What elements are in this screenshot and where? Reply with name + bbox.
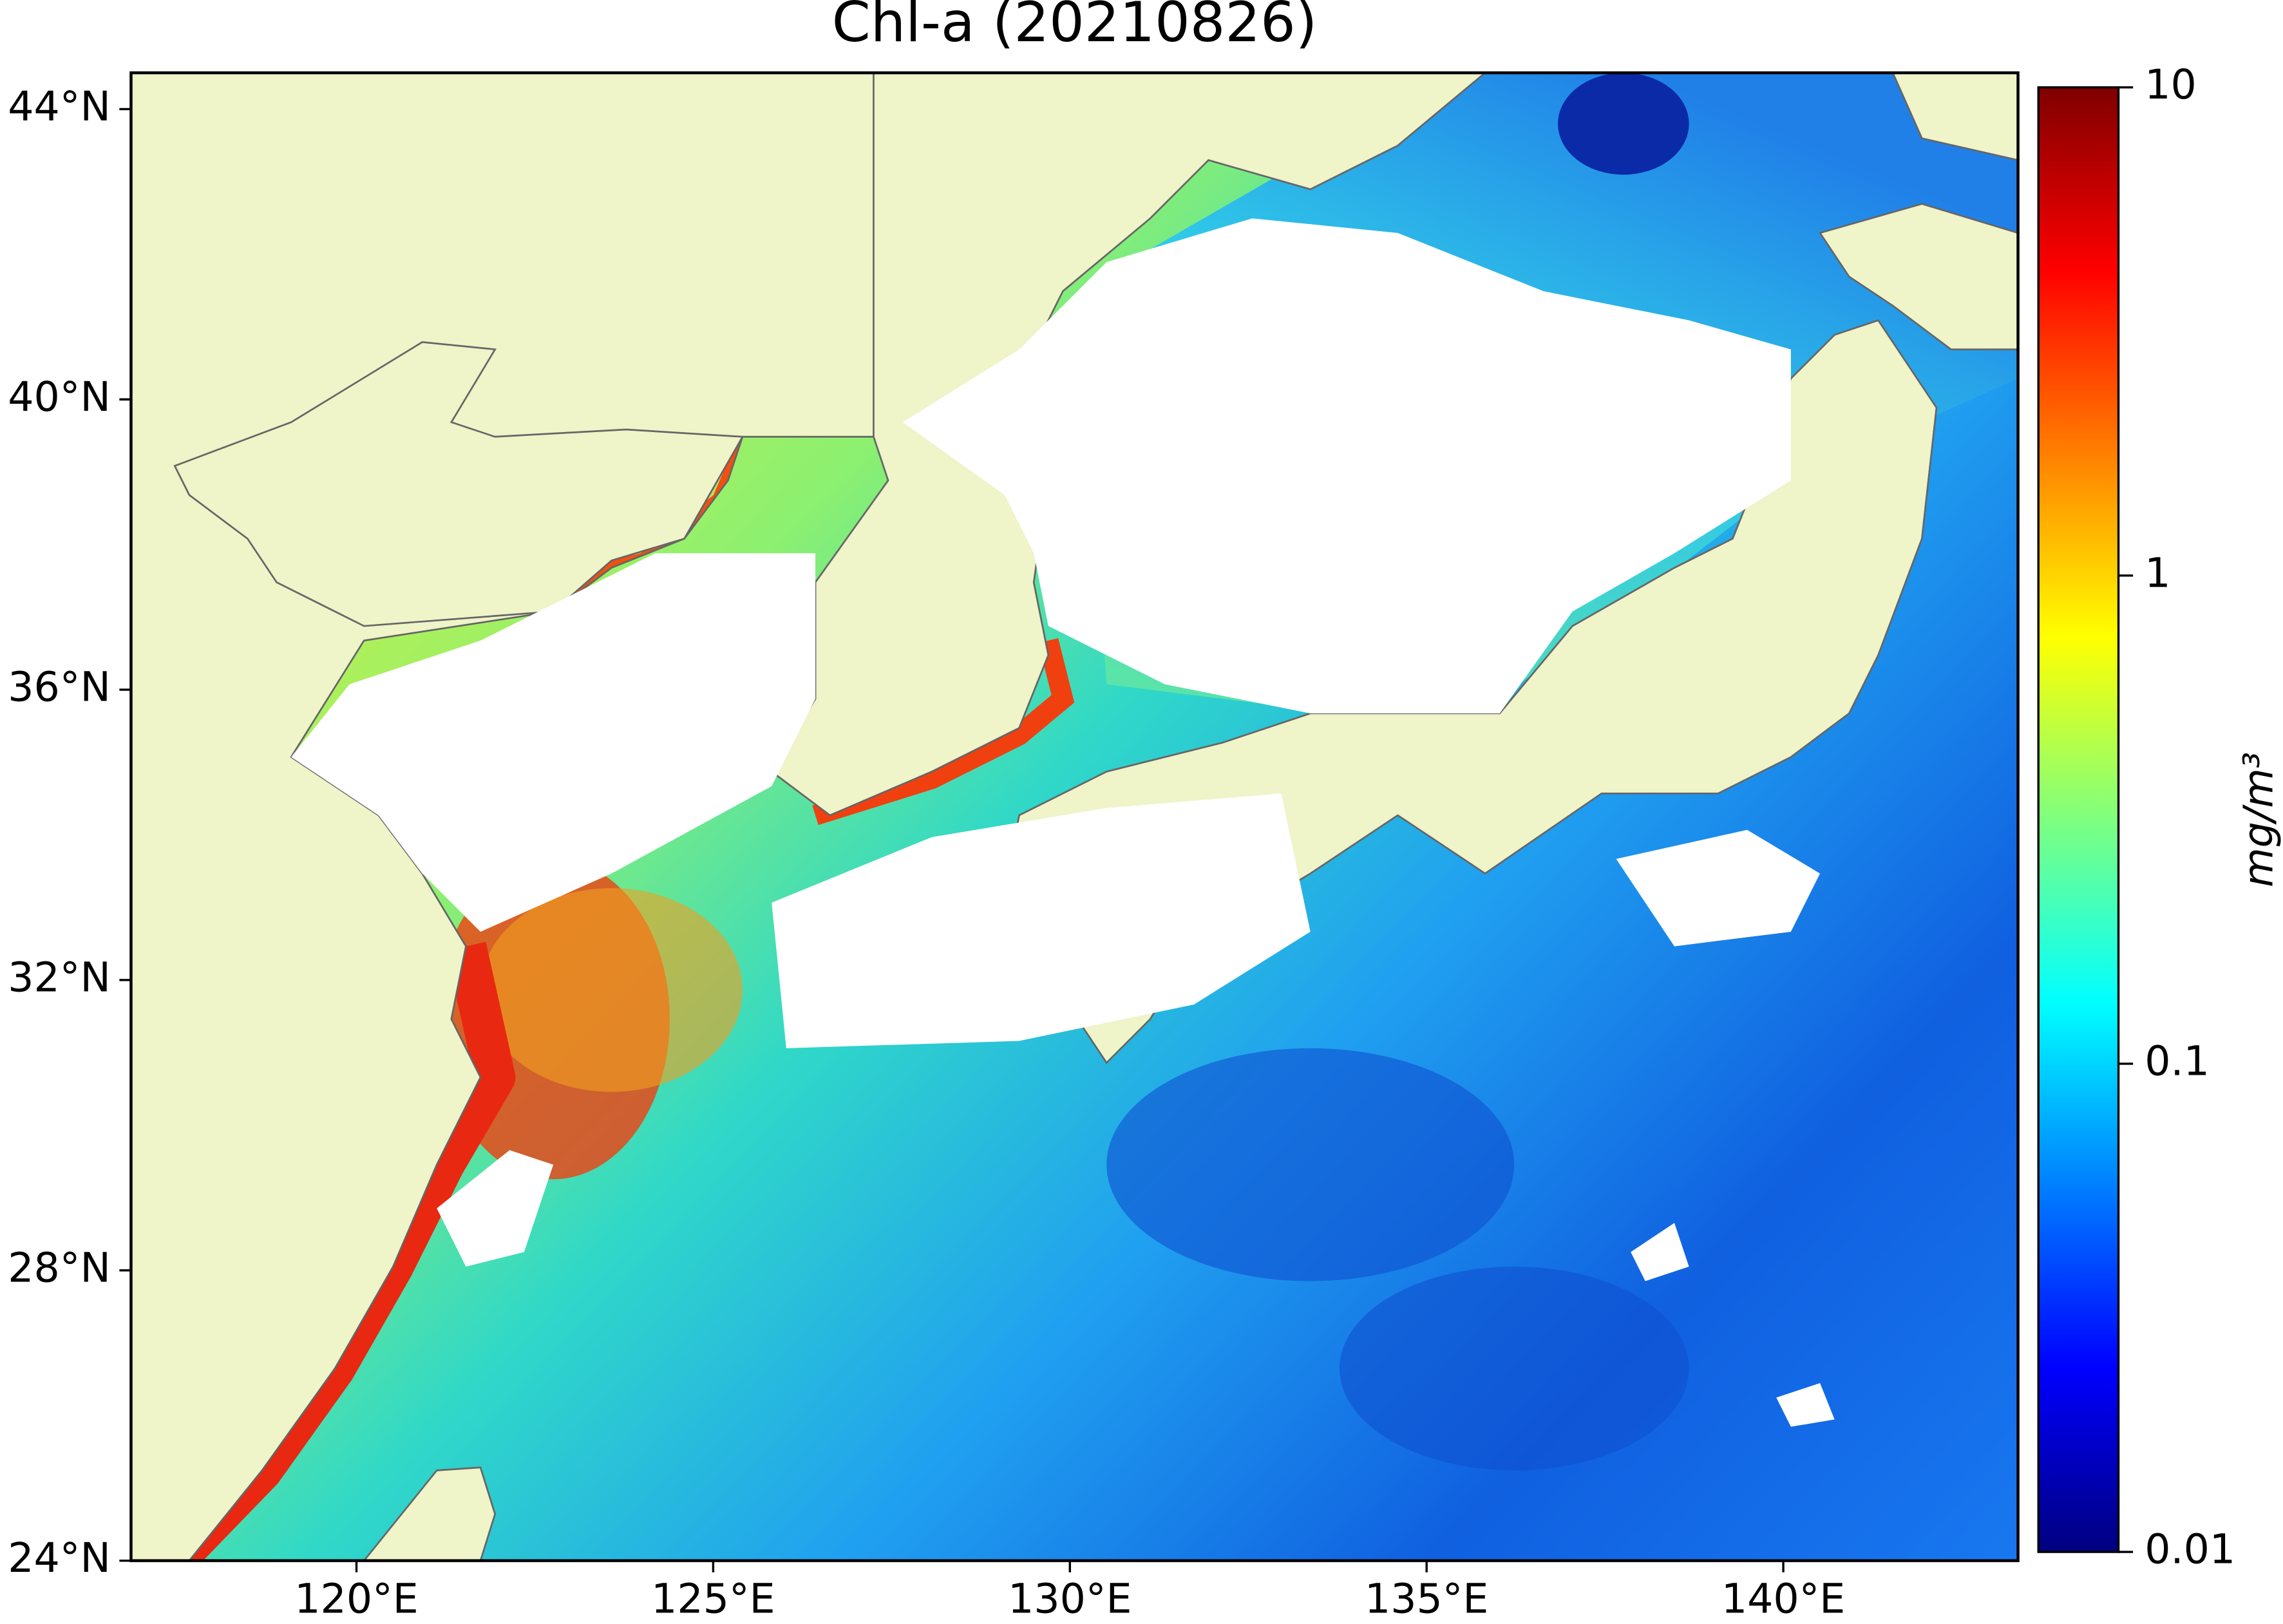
cloud [1616, 829, 1821, 947]
y-tick-label: 44°N [8, 82, 111, 130]
colorbar-tick-label: 0.01 [2145, 1525, 2235, 1573]
cloud [1631, 1223, 1689, 1281]
cloud [1776, 1383, 1835, 1427]
colorbar [2037, 86, 2120, 1553]
cloud [291, 553, 816, 932]
cloud [902, 218, 1791, 713]
land-taiwan [363, 1466, 497, 1561]
chart-title: Chl-a (20210826) [832, 0, 1318, 55]
coastal-band [812, 637, 1075, 826]
plot-frame [129, 71, 2020, 1562]
y-tick-label: 36°N [8, 663, 111, 711]
cloud [437, 1150, 554, 1267]
y-tick-label: 28°N [8, 1243, 111, 1291]
land-hokkaido [1818, 203, 2018, 350]
colorbar-tick-label: 10 [2145, 61, 2197, 108]
colorbar-label: mg/m³ [2235, 752, 2282, 887]
low-chl-patch [1106, 1048, 1515, 1281]
y-tick-label: 24°N [8, 1534, 111, 1582]
x-tick-label: 135°E [1365, 1575, 1488, 1623]
map [131, 73, 2018, 1561]
x-tick-label: 120°E [294, 1575, 418, 1623]
x-tick-label: 130°E [1008, 1575, 1132, 1623]
x-tick-label: 140°E [1721, 1575, 1845, 1623]
colorbar-tick-label: 1 [2145, 549, 2170, 596]
bohai-coast [173, 341, 744, 627]
y-tick-label: 40°N [8, 373, 111, 420]
plume [480, 888, 743, 1092]
y-tick-label: 32°N [8, 954, 111, 1001]
land-russia [1891, 73, 2018, 162]
low-chl-patch [1558, 73, 1689, 175]
cloud [772, 793, 1311, 1048]
x-tick-label: 125°E [651, 1575, 775, 1623]
low-chl-patch [1339, 1266, 1689, 1471]
colorbar-tick-label: 0.1 [2145, 1037, 2210, 1085]
